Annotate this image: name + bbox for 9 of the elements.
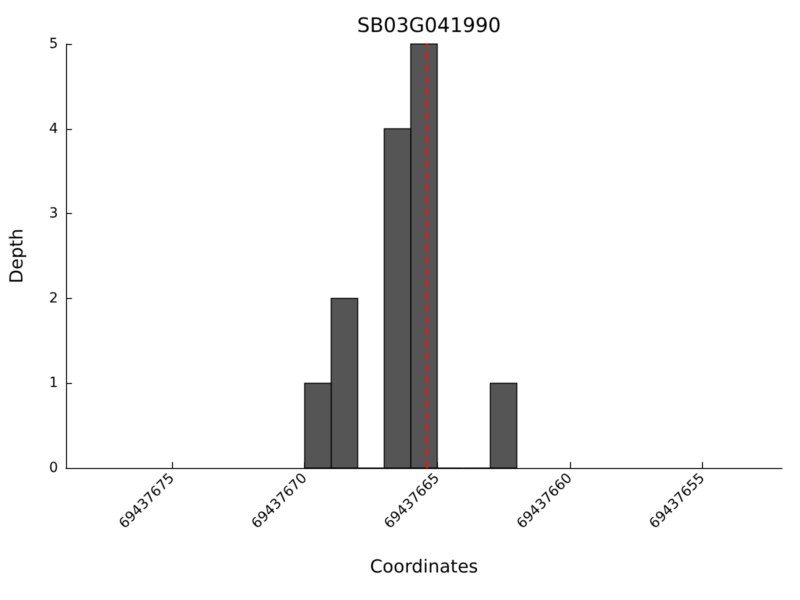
y-tick-label: 1 xyxy=(49,375,58,392)
y-axis-title: Depth xyxy=(6,228,28,284)
y-tick-label: 2 xyxy=(49,290,58,306)
y-tick-label: 0 xyxy=(49,460,58,476)
x-axis-title: Coordinates xyxy=(370,556,478,578)
y-tick-label: 4 xyxy=(49,120,58,137)
y-tick-label: 3 xyxy=(49,206,58,222)
chart-title: SB03G041990 xyxy=(357,13,501,37)
y-tick-label: 5 xyxy=(49,36,58,52)
